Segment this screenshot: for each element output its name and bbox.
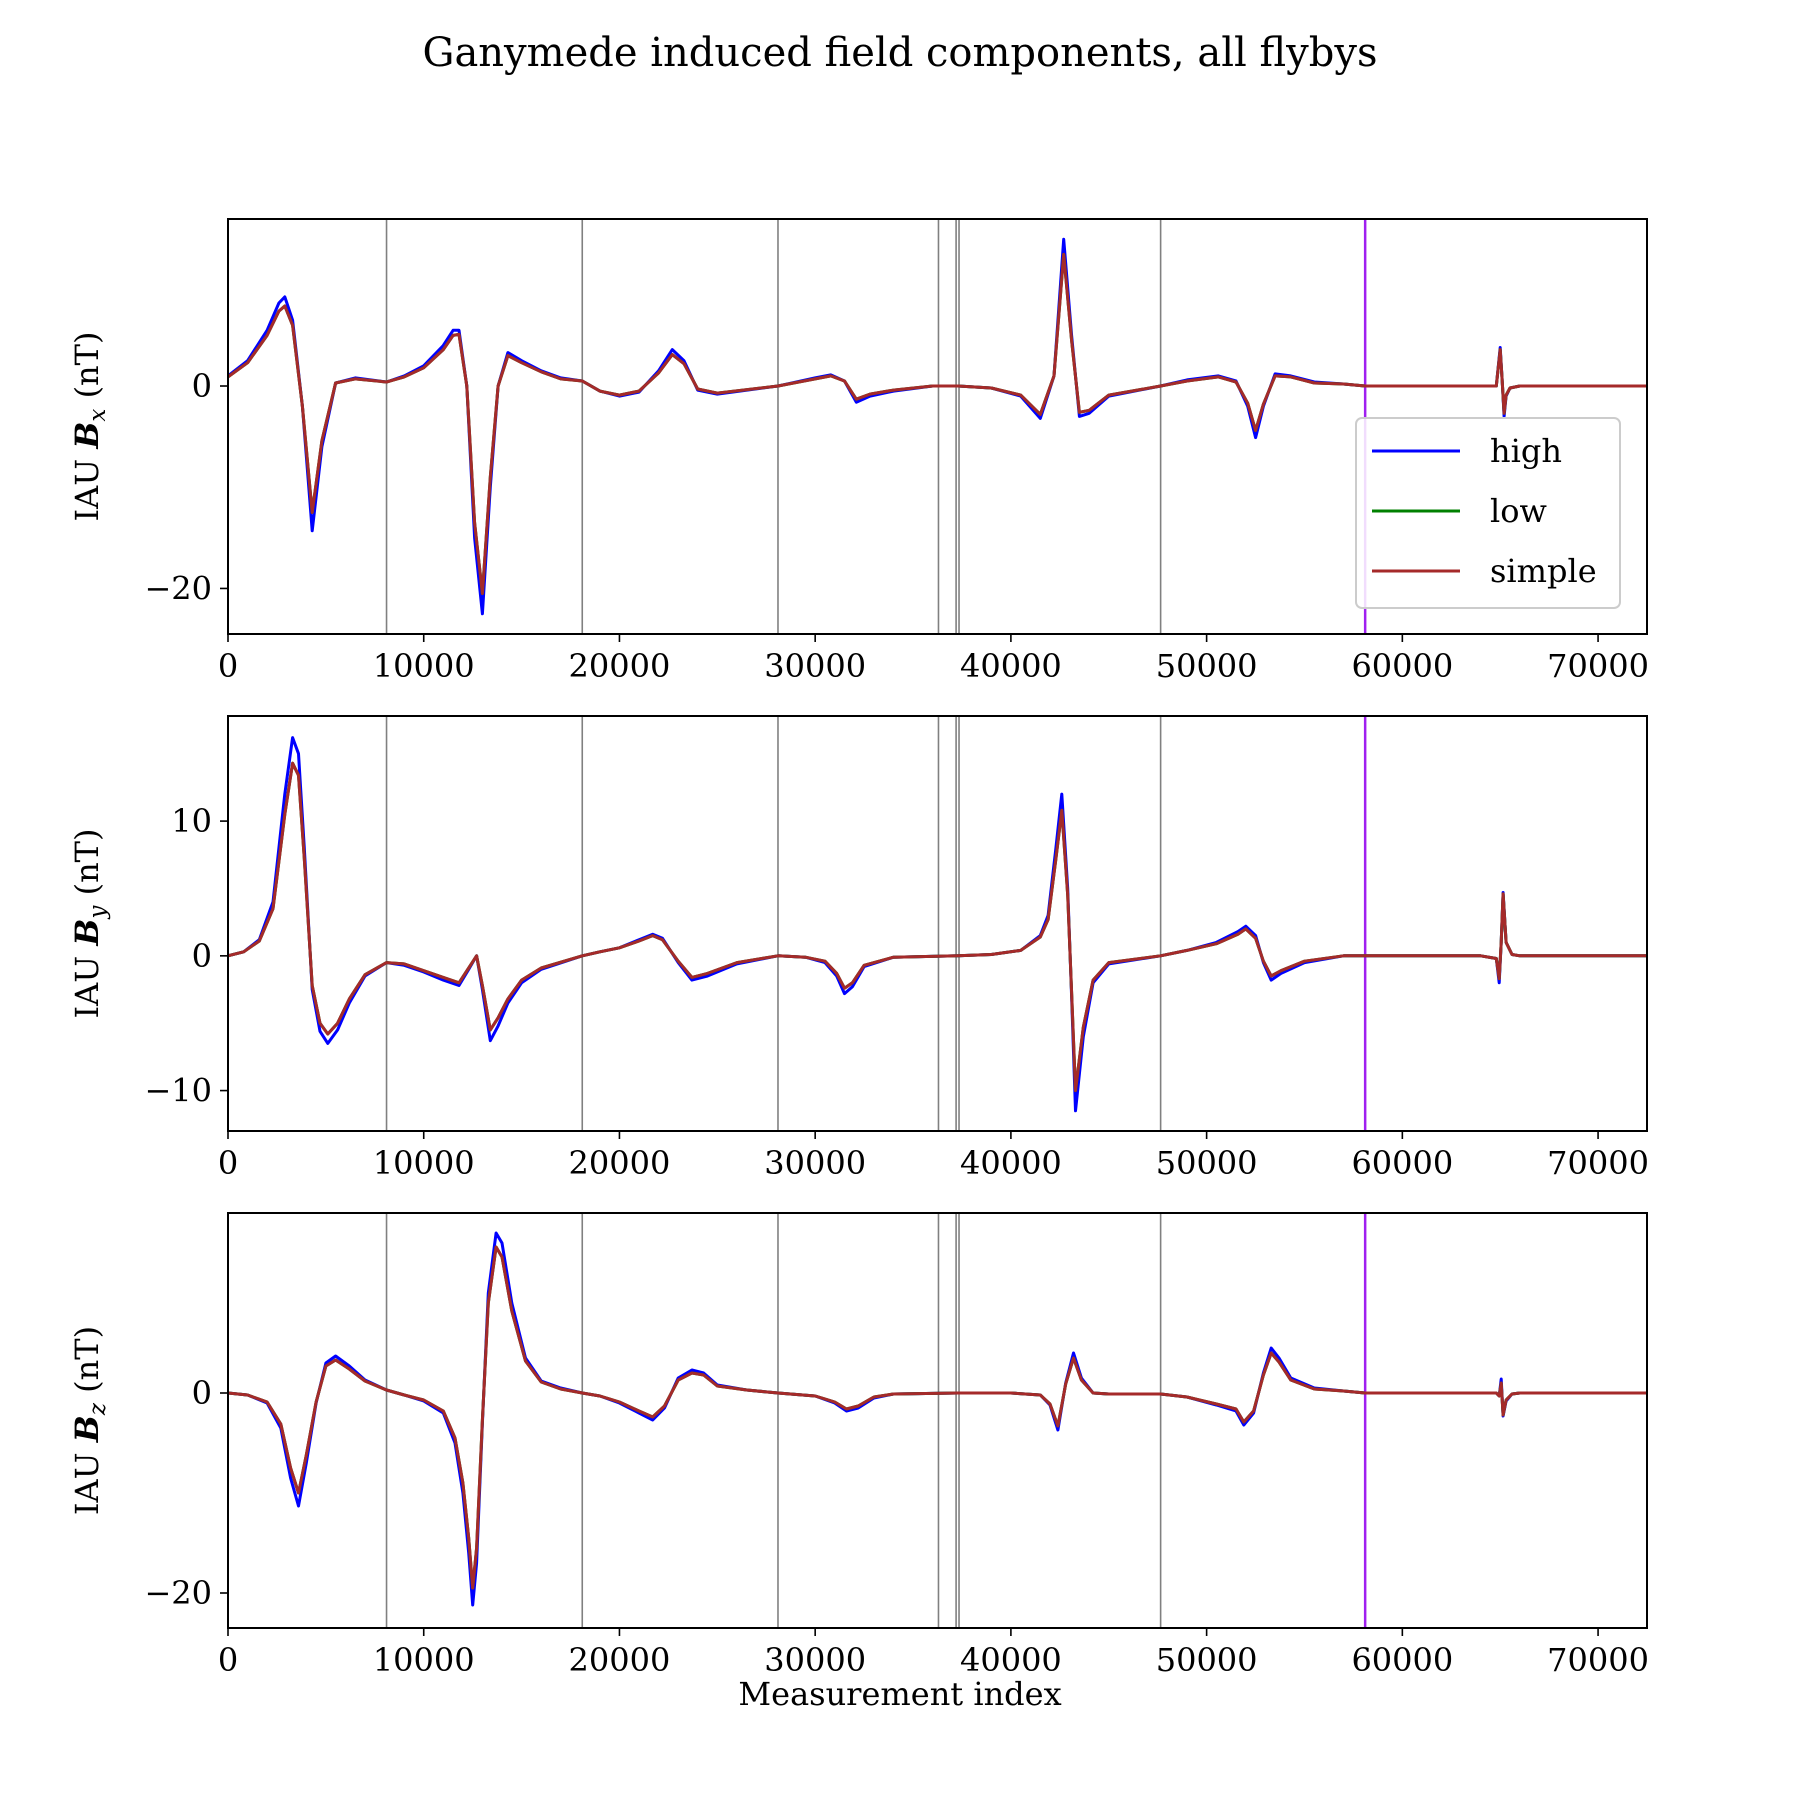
y-axis-label: IAU Bx (nT): [68, 331, 111, 521]
x-tick-label: 60000: [1351, 1641, 1453, 1679]
y-axis-label-symbol: B: [68, 422, 106, 450]
legend-label-low: low: [1490, 492, 1547, 530]
chart-title: Ganymede induced field components, all f…: [422, 30, 1377, 76]
legend-label-simple: simple: [1490, 552, 1597, 590]
y-tick-label: −10: [144, 1072, 212, 1110]
y-tick-label: −20: [144, 569, 212, 607]
panel-2: 0 10000 20000 30000 40000 50000 60000 70000−100…: [68, 715, 1649, 1182]
x-tick-label: 20000: [569, 647, 671, 685]
y-axis-label-symbol: B: [68, 919, 106, 947]
y-axis-label-subscript: z: [85, 1402, 111, 1416]
axes-frame: [227, 715, 1648, 1132]
x-tick-label: 10000: [373, 647, 475, 685]
x-tick-label: 50000: [1156, 1641, 1258, 1679]
y-axis-label: IAU Bz (nT): [68, 1326, 111, 1515]
y-tick-label: 0: [192, 937, 212, 975]
legend: high low simple: [1355, 417, 1621, 609]
series-line-low: [228, 1245, 1647, 1590]
y-axis-label-symbol: B: [68, 1415, 106, 1443]
y-axis-label-prefix: IAU: [68, 449, 106, 522]
x-tick-label: 60000: [1351, 1144, 1453, 1182]
y-axis-label-subscript: x: [85, 409, 111, 422]
x-tick-label: 40000: [960, 1641, 1062, 1679]
x-axis-label: Measurement index: [738, 1675, 1061, 1713]
y-axis-label-suffix: (nT): [68, 828, 106, 905]
x-tick-label: 50000: [1156, 647, 1258, 685]
x-tick-label: 30000: [764, 1641, 866, 1679]
x-tick-label: 30000: [764, 647, 866, 685]
y-tick-label: 0: [192, 367, 212, 405]
plot-area: [228, 716, 1647, 1131]
x-tick-label: 10000: [373, 1144, 475, 1182]
x-tick-label: 70000: [1547, 1144, 1649, 1182]
x-tick-label: 50000: [1156, 1144, 1258, 1182]
series-line-high: [228, 1231, 1647, 1607]
axes-frame: [227, 1212, 1648, 1629]
x-tick-label: 70000: [1547, 647, 1649, 685]
x-tick-label: 40000: [960, 1144, 1062, 1182]
y-axis-label-prefix: IAU: [68, 946, 106, 1019]
y-axis-label-suffix: (nT): [68, 1326, 106, 1403]
x-tick-label: 20000: [569, 1144, 671, 1182]
x-tick-label: 30000: [764, 1144, 866, 1182]
series-line-simple: [228, 252, 1647, 595]
plot-area: [228, 1213, 1647, 1628]
panel-1: 0 10000 20000 30000 40000 50000 60000 70000 −20 0…: [68, 218, 1649, 685]
axes-frame: [227, 218, 1648, 635]
y-tick-label: 10: [171, 802, 212, 840]
series-line-simple: [228, 761, 1647, 1093]
x-tick-label: 0: [218, 1641, 238, 1679]
x-tick-label: 0: [218, 1144, 238, 1182]
legend-label-high: high: [1490, 432, 1562, 470]
panels: 0 10000 20000 30000 40000 50000 60000 70000−200…: [68, 218, 1649, 1679]
x-tick-label: 20000: [569, 1641, 671, 1679]
y-tick-label: 0: [192, 1374, 212, 1412]
y-axis-label: IAU By (nT): [68, 828, 111, 1018]
series-line-high: [228, 736, 1647, 1113]
x-tick-label: 70000: [1547, 1641, 1649, 1679]
x-tick-label: 40000: [960, 647, 1062, 685]
y-axis-label-subscript: y: [85, 905, 111, 920]
legend-box: [1355, 417, 1621, 609]
x-tick-label: 60000: [1351, 647, 1453, 685]
series-line-simple: [228, 1245, 1647, 1590]
y-tick-label: −20: [144, 1574, 212, 1612]
panel-3: 0 10000 20000 30000 40000 50000 60000 70000−200…: [68, 1212, 1649, 1679]
x-tick-label: 0: [218, 647, 238, 685]
y-axis-label-suffix: (nT): [68, 331, 106, 408]
plot-area: [228, 219, 1647, 634]
y-axis-label-prefix: IAU: [68, 1442, 106, 1515]
series-line-low: [228, 761, 1647, 1093]
x-tick-label: 10000: [373, 1641, 475, 1679]
